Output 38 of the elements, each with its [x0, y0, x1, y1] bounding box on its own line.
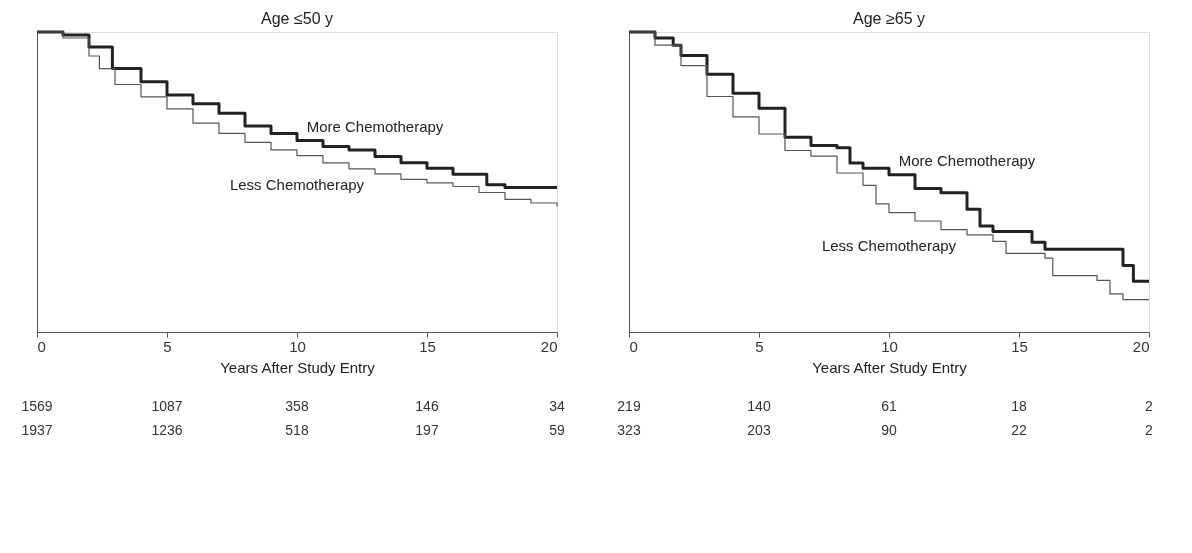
text: 22	[1011, 422, 1027, 438]
text: 2	[1145, 398, 1154, 414]
text: 90	[881, 422, 897, 438]
x-tick-label: 20	[1132, 337, 1150, 355]
text: 197	[415, 422, 439, 438]
x-tick-label: 5	[163, 337, 172, 355]
text: 518	[285, 422, 309, 438]
x-tick-label: 0	[37, 337, 46, 355]
text: 219	[617, 398, 641, 414]
text: 61	[881, 398, 897, 414]
text: 146	[415, 398, 439, 414]
text: 34	[549, 398, 565, 414]
text: 1937	[21, 422, 53, 438]
text: 2	[1145, 422, 1154, 438]
x-axis-title: Years After Study Entry	[812, 358, 968, 376]
text: 140	[747, 398, 771, 414]
text: 59	[549, 422, 565, 438]
chart-title: Age ≤50 y	[261, 9, 333, 27]
x-tick-label: 15	[419, 337, 436, 355]
text: 358	[285, 398, 309, 414]
x-tick-label: 0	[629, 337, 638, 355]
text: 1236	[151, 422, 183, 438]
text: 1569	[21, 398, 53, 414]
text: 323	[617, 422, 641, 438]
series-label: Less Chemotherapy	[821, 236, 957, 254]
text: 203	[747, 422, 771, 438]
series-label: More Chemotherapy	[306, 117, 444, 135]
chart-title: Age ≥65 y	[853, 9, 925, 27]
x-axis-title: Years After Study Entry	[220, 358, 376, 376]
text: 18	[1011, 398, 1027, 414]
x-tick-label: 5	[755, 337, 764, 355]
x-tick-label: 10	[289, 337, 306, 355]
x-tick-label: 10	[881, 337, 898, 355]
series-label: More Chemotherapy	[898, 151, 1036, 169]
text: 1087	[151, 398, 183, 414]
x-tick-label: 20	[540, 337, 558, 355]
x-tick-label: 15	[1011, 337, 1028, 355]
series-label: Less Chemotherapy	[229, 175, 365, 193]
